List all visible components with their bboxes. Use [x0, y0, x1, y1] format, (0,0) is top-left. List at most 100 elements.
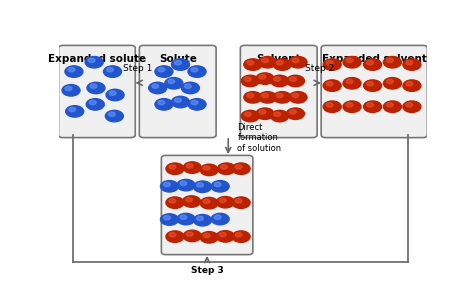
Circle shape [203, 233, 210, 238]
Circle shape [289, 57, 307, 68]
Circle shape [172, 96, 190, 108]
Circle shape [386, 79, 393, 84]
Circle shape [241, 110, 259, 122]
Circle shape [85, 57, 103, 68]
Circle shape [182, 196, 201, 207]
Circle shape [220, 165, 228, 169]
Circle shape [105, 110, 123, 122]
Circle shape [90, 84, 97, 88]
FancyBboxPatch shape [321, 45, 428, 138]
Circle shape [87, 82, 105, 94]
Circle shape [383, 57, 401, 68]
Circle shape [273, 77, 281, 81]
Circle shape [241, 75, 259, 87]
Circle shape [262, 58, 268, 63]
Text: Step 2: Step 2 [304, 64, 334, 74]
Circle shape [214, 182, 221, 187]
Circle shape [191, 67, 198, 72]
Circle shape [271, 110, 289, 122]
Circle shape [165, 78, 183, 89]
Circle shape [214, 215, 221, 219]
Circle shape [203, 166, 210, 170]
Circle shape [364, 101, 382, 112]
Circle shape [158, 100, 165, 105]
Circle shape [367, 60, 374, 65]
Circle shape [184, 84, 191, 88]
Circle shape [65, 66, 83, 77]
Circle shape [244, 59, 262, 70]
Circle shape [62, 85, 80, 96]
Circle shape [276, 60, 283, 65]
Circle shape [403, 101, 421, 112]
FancyBboxPatch shape [240, 45, 317, 138]
Circle shape [193, 215, 211, 226]
Circle shape [247, 60, 254, 65]
Circle shape [343, 78, 361, 89]
Circle shape [107, 67, 113, 72]
Circle shape [326, 60, 333, 65]
Circle shape [386, 58, 393, 63]
Circle shape [188, 98, 206, 110]
Circle shape [152, 84, 159, 88]
Circle shape [259, 110, 266, 114]
Circle shape [343, 57, 361, 68]
Circle shape [326, 103, 333, 107]
Circle shape [289, 92, 307, 103]
Circle shape [155, 66, 173, 77]
Circle shape [364, 80, 382, 92]
Circle shape [161, 214, 178, 225]
Circle shape [346, 103, 353, 107]
Circle shape [343, 101, 361, 112]
Circle shape [273, 92, 291, 103]
Text: Solvent: Solvent [256, 54, 301, 64]
Circle shape [256, 108, 274, 119]
Circle shape [185, 198, 192, 202]
Circle shape [346, 58, 353, 63]
Circle shape [164, 182, 170, 187]
Circle shape [258, 57, 276, 68]
Circle shape [271, 75, 289, 87]
Circle shape [155, 98, 173, 110]
Circle shape [273, 112, 281, 116]
Circle shape [197, 216, 203, 221]
Circle shape [383, 78, 401, 89]
Circle shape [164, 216, 170, 220]
Circle shape [166, 163, 184, 174]
Circle shape [191, 100, 198, 105]
Circle shape [103, 66, 121, 77]
Circle shape [188, 66, 206, 77]
Circle shape [186, 232, 193, 236]
Circle shape [183, 162, 201, 173]
Text: Direct
formation
of solution: Direct formation of solution [237, 123, 282, 153]
Circle shape [69, 107, 75, 112]
Circle shape [169, 165, 176, 169]
Circle shape [109, 91, 116, 95]
Circle shape [235, 165, 242, 169]
Circle shape [367, 81, 374, 86]
Circle shape [290, 77, 296, 81]
Circle shape [65, 86, 72, 91]
Circle shape [86, 98, 104, 110]
Circle shape [232, 197, 250, 209]
Circle shape [292, 58, 299, 63]
Circle shape [216, 196, 234, 208]
Text: Step 3: Step 3 [191, 266, 223, 275]
FancyBboxPatch shape [58, 45, 135, 138]
Circle shape [109, 112, 115, 116]
Circle shape [166, 231, 184, 242]
Circle shape [88, 58, 95, 63]
Circle shape [203, 199, 210, 203]
Circle shape [186, 164, 193, 168]
Circle shape [177, 179, 195, 191]
Circle shape [323, 101, 341, 112]
Circle shape [235, 199, 242, 203]
Circle shape [219, 232, 226, 237]
Circle shape [169, 199, 176, 203]
Circle shape [216, 231, 234, 242]
Circle shape [273, 59, 291, 70]
Circle shape [244, 112, 251, 116]
Circle shape [193, 181, 211, 192]
Circle shape [286, 108, 304, 119]
Circle shape [149, 82, 167, 94]
Circle shape [244, 77, 251, 81]
